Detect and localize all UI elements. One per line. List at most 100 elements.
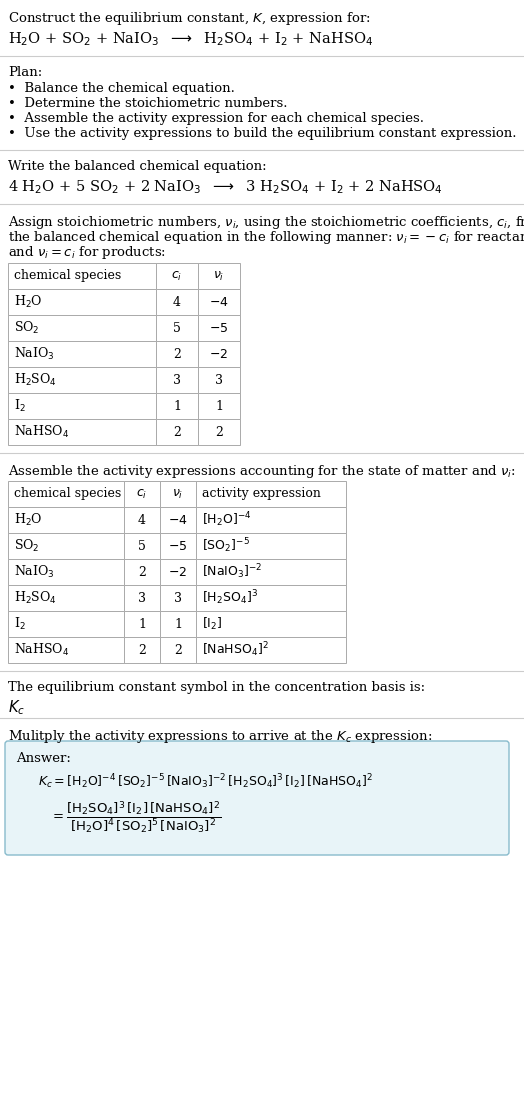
- Bar: [196, 611, 346, 638]
- Bar: [196, 638, 346, 663]
- Text: $[\mathrm{I_2}]$: $[\mathrm{I_2}]$: [202, 615, 222, 632]
- Text: Assign stoichiometric numbers, $\nu_i$, using the stoichiometric coefficients, $: Assign stoichiometric numbers, $\nu_i$, …: [8, 214, 524, 231]
- Text: H$_2$O: H$_2$O: [14, 295, 42, 310]
- Text: •  Balance the chemical equation.: • Balance the chemical equation.: [8, 82, 235, 95]
- Text: Plan:: Plan:: [8, 66, 42, 79]
- Text: 1: 1: [138, 618, 146, 631]
- Bar: [8, 638, 124, 663]
- Text: and $\nu_i = c_i$ for products:: and $\nu_i = c_i$ for products:: [8, 244, 166, 261]
- Text: NaIO$_3$: NaIO$_3$: [14, 346, 54, 362]
- Text: 3: 3: [173, 374, 181, 386]
- Bar: [156, 419, 198, 445]
- Text: $\nu_i$: $\nu_i$: [213, 269, 225, 282]
- Text: $-5$: $-5$: [209, 321, 228, 334]
- Text: $-4$: $-4$: [168, 514, 188, 526]
- Bar: [160, 507, 196, 533]
- Text: 4: 4: [173, 296, 181, 309]
- Text: NaHSO$_4$: NaHSO$_4$: [14, 424, 69, 440]
- Text: $-4$: $-4$: [209, 296, 229, 309]
- Text: 3: 3: [215, 374, 223, 386]
- Bar: [8, 367, 156, 393]
- Bar: [160, 611, 196, 638]
- Bar: [124, 638, 160, 663]
- Text: SO$_2$: SO$_2$: [14, 538, 39, 554]
- Text: H$_2$SO$_4$: H$_2$SO$_4$: [14, 590, 57, 606]
- Bar: [8, 559, 124, 585]
- Text: The equilibrium constant symbol in the concentration basis is:: The equilibrium constant symbol in the c…: [8, 681, 425, 694]
- Text: 3: 3: [138, 591, 146, 604]
- Bar: [8, 585, 124, 611]
- Bar: [198, 289, 240, 315]
- Bar: [198, 393, 240, 419]
- Text: 2: 2: [173, 347, 181, 361]
- Text: 5: 5: [138, 539, 146, 553]
- Text: SO$_2$: SO$_2$: [14, 320, 39, 336]
- Bar: [198, 367, 240, 393]
- Text: $= \dfrac{[\mathrm{H_2SO_4}]^3\,[\mathrm{I_2}]\,[\mathrm{NaHSO_4}]^2}{[\mathrm{H: $= \dfrac{[\mathrm{H_2SO_4}]^3\,[\mathrm…: [50, 800, 221, 836]
- Text: $[\mathrm{NaHSO_4}]^2$: $[\mathrm{NaHSO_4}]^2$: [202, 641, 269, 660]
- Text: 2: 2: [173, 426, 181, 439]
- Bar: [196, 585, 346, 611]
- Text: 4: 4: [138, 514, 146, 526]
- Bar: [160, 585, 196, 611]
- Text: 1: 1: [215, 399, 223, 413]
- Text: NaHSO$_4$: NaHSO$_4$: [14, 642, 69, 658]
- Text: $[\mathrm{SO_2}]^{-5}$: $[\mathrm{SO_2}]^{-5}$: [202, 537, 250, 555]
- Text: $\nu_i$: $\nu_i$: [172, 488, 184, 501]
- Bar: [196, 481, 346, 507]
- Text: Mulitply the activity expressions to arrive at the $K_c$ expression:: Mulitply the activity expressions to arr…: [8, 728, 432, 745]
- Text: 1: 1: [174, 618, 182, 631]
- Bar: [198, 419, 240, 445]
- Text: the balanced chemical equation in the following manner: $\nu_i = -c_i$ for react: the balanced chemical equation in the fo…: [8, 229, 524, 246]
- Text: •  Assemble the activity expression for each chemical species.: • Assemble the activity expression for e…: [8, 113, 424, 125]
- Bar: [8, 341, 156, 367]
- Bar: [198, 341, 240, 367]
- Text: H$_2$SO$_4$: H$_2$SO$_4$: [14, 372, 57, 388]
- Text: •  Determine the stoichiometric numbers.: • Determine the stoichiometric numbers.: [8, 97, 288, 110]
- Bar: [8, 611, 124, 638]
- FancyBboxPatch shape: [5, 741, 509, 855]
- Text: H$_2$O + SO$_2$ + NaIO$_3$  $\longrightarrow$  H$_2$SO$_4$ + I$_2$ + NaHSO$_4$: H$_2$O + SO$_2$ + NaIO$_3$ $\longrightar…: [8, 30, 373, 47]
- Text: chemical species: chemical species: [14, 488, 121, 501]
- Text: $K_c = [\mathrm{H_2O}]^{-4}\,[\mathrm{SO_2}]^{-5}\,[\mathrm{NaIO_3}]^{-2}\,[\mat: $K_c = [\mathrm{H_2O}]^{-4}\,[\mathrm{SO…: [38, 772, 373, 791]
- Bar: [8, 481, 124, 507]
- Bar: [160, 533, 196, 559]
- Text: $c_i$: $c_i$: [136, 488, 148, 501]
- Text: •  Use the activity expressions to build the equilibrium constant expression.: • Use the activity expressions to build …: [8, 127, 517, 140]
- Text: 2: 2: [138, 643, 146, 656]
- Text: 4 H$_2$O + 5 SO$_2$ + 2 NaIO$_3$  $\longrightarrow$  3 H$_2$SO$_4$ + I$_2$ + 2 N: 4 H$_2$O + 5 SO$_2$ + 2 NaIO$_3$ $\longr…: [8, 178, 443, 195]
- Text: $-2$: $-2$: [210, 347, 228, 361]
- Text: 2: 2: [174, 643, 182, 656]
- Bar: [124, 533, 160, 559]
- Text: $c_i$: $c_i$: [171, 269, 183, 282]
- Bar: [124, 611, 160, 638]
- Text: I$_2$: I$_2$: [14, 398, 26, 414]
- Bar: [196, 507, 346, 533]
- Text: $[\mathrm{H_2O}]^{-4}$: $[\mathrm{H_2O}]^{-4}$: [202, 511, 252, 529]
- Text: I$_2$: I$_2$: [14, 615, 26, 632]
- Text: $[\mathrm{NaIO_3}]^{-2}$: $[\mathrm{NaIO_3}]^{-2}$: [202, 563, 263, 581]
- Text: $K_c$: $K_c$: [8, 698, 25, 717]
- Bar: [124, 507, 160, 533]
- Text: chemical species: chemical species: [14, 269, 121, 282]
- Bar: [8, 393, 156, 419]
- Text: 3: 3: [174, 591, 182, 604]
- Text: H$_2$O: H$_2$O: [14, 512, 42, 528]
- Bar: [156, 289, 198, 315]
- Text: 1: 1: [173, 399, 181, 413]
- Bar: [198, 315, 240, 341]
- Text: Assemble the activity expressions accounting for the state of matter and $\nu_i$: Assemble the activity expressions accoun…: [8, 463, 516, 480]
- Bar: [156, 263, 198, 289]
- Text: $-2$: $-2$: [168, 566, 188, 578]
- Text: 2: 2: [215, 426, 223, 439]
- Text: $-5$: $-5$: [168, 539, 188, 553]
- Bar: [156, 341, 198, 367]
- Text: NaIO$_3$: NaIO$_3$: [14, 564, 54, 580]
- Bar: [124, 481, 160, 507]
- Bar: [8, 289, 156, 315]
- Text: activity expression: activity expression: [202, 488, 321, 501]
- Text: $[\mathrm{H_2SO_4}]^3$: $[\mathrm{H_2SO_4}]^3$: [202, 589, 258, 608]
- Bar: [8, 419, 156, 445]
- Bar: [8, 507, 124, 533]
- Bar: [8, 263, 156, 289]
